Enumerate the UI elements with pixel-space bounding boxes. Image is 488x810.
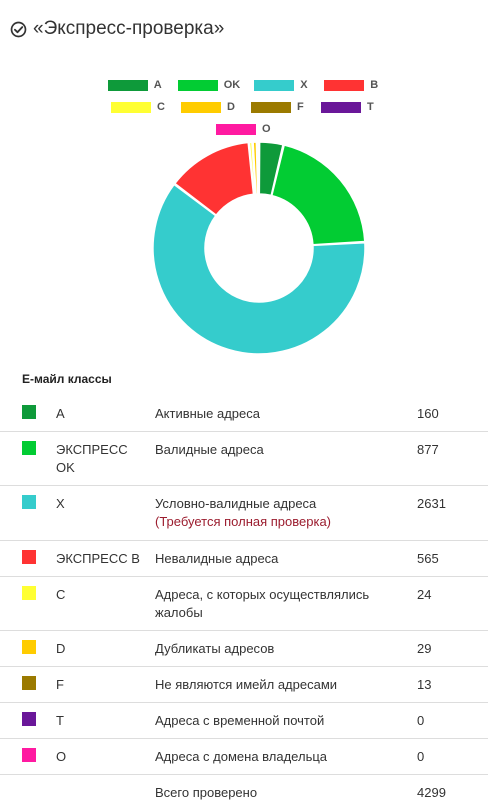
class-description: Не являются имейл адресами	[155, 676, 395, 694]
class-count: 0	[417, 713, 425, 728]
class-color-swatch	[22, 712, 36, 726]
legend-label: X	[300, 79, 308, 91]
class-count: 2631	[417, 496, 446, 511]
legend-swatch	[107, 79, 148, 91]
legend-item[interactable]: OK	[177, 79, 241, 91]
class-count: 877	[417, 442, 439, 457]
total-row: Всего проверено 4299	[0, 774, 488, 810]
legend-label: OK	[223, 79, 241, 91]
legend-item[interactable]: C	[111, 101, 167, 113]
class-note: (Требуется полная проверка)	[155, 514, 332, 529]
legend-label: O	[262, 123, 271, 135]
legend-swatch	[181, 101, 221, 113]
class-count: 24	[417, 587, 432, 602]
legend-row: A OK X B	[0, 74, 488, 96]
legend-swatch	[177, 79, 218, 91]
table-title: E-майл классы	[22, 372, 112, 386]
legend-swatch	[321, 101, 361, 113]
donut-slice-b[interactable]	[173, 141, 255, 217]
legend-item[interactable]: T	[321, 101, 377, 113]
donut-slice-f[interactable]	[256, 141, 260, 195]
class-count: 160	[417, 406, 439, 421]
class-description-text: Условно-валидные адреса	[155, 496, 317, 511]
legend-label: A	[153, 79, 162, 91]
class-count: 29	[417, 641, 432, 656]
class-description: Адреса с временной почтой	[155, 712, 395, 730]
legend-item[interactable]: O	[216, 123, 272, 135]
class-color-swatch	[22, 405, 36, 419]
legend-item[interactable]: D	[181, 101, 237, 113]
class-color-swatch	[22, 586, 36, 600]
class-color-swatch	[22, 495, 36, 509]
class-color-swatch	[22, 676, 36, 690]
total-count: 4299	[417, 785, 446, 800]
donut-slice-x[interactable]	[152, 183, 366, 355]
class-description: Валидные адреса	[155, 441, 395, 459]
section-header: «Экспресс-проверка»	[10, 18, 224, 40]
class-description-text: Не являются имейл адресами	[155, 677, 338, 692]
class-code: ЭКСПРЕСС OK	[56, 442, 128, 475]
table-row: F Не являются имейл адресами 13	[0, 666, 488, 702]
class-count: 13	[417, 677, 432, 692]
class-description-text: Невалидные адреса	[155, 551, 279, 566]
class-code: T	[56, 713, 64, 728]
class-code: O	[56, 749, 67, 764]
table-row: ЭКСПРЕСС OK Валидные адреса 877	[0, 431, 488, 485]
table-row: A Активные адреса 160	[0, 396, 488, 431]
class-description-text: Адреса с домена владельца	[155, 749, 328, 764]
table-row: ЭКСПРЕСС B Невалидные адреса 565	[0, 540, 488, 576]
legend-swatch	[254, 79, 295, 91]
class-description-text: Валидные адреса	[155, 442, 264, 457]
donut-chart	[152, 141, 366, 355]
legend-swatch	[216, 123, 256, 135]
legend-row: O	[0, 118, 488, 140]
class-color-swatch	[22, 748, 36, 762]
legend-label: B	[370, 79, 379, 91]
class-code: X	[56, 496, 65, 511]
class-description: Невалидные адреса	[155, 550, 395, 568]
table-row: X Условно-валидные адреса (Требуется полна…	[0, 485, 488, 540]
class-color-swatch	[22, 550, 36, 564]
legend-label: F	[297, 101, 304, 113]
class-description-text: Адреса, с которых осуществлялись жалобы	[155, 587, 370, 620]
legend-swatch	[251, 101, 291, 113]
class-description: Активные адреса	[155, 405, 395, 423]
table-row: D Дубликаты адресов 29	[0, 630, 488, 666]
class-description: Адреса с домена владельца	[155, 748, 395, 766]
class-description: Дубликаты адресов	[155, 640, 395, 658]
chart-legend: A OK X B C D F T O	[0, 74, 488, 140]
class-code: F	[56, 677, 64, 692]
legend-swatch	[324, 79, 365, 91]
table-row: O Адреса с домена владельца 0	[0, 738, 488, 774]
legend-label: C	[157, 101, 165, 113]
class-code: C	[56, 587, 66, 602]
class-description-text: Адреса с временной почтой	[155, 713, 325, 728]
legend-item[interactable]: B	[324, 79, 380, 91]
legend-item[interactable]: X	[254, 79, 310, 91]
class-description: Адреса, с которых осуществлялись жалобы	[155, 586, 395, 622]
donut-slice-ok[interactable]	[270, 144, 366, 246]
email-classes-table: A Активные адреса 160 ЭКСПРЕСС OK Валидные а…	[0, 396, 488, 810]
class-count: 0	[417, 749, 425, 764]
page-title: «Экспресс-проверка»	[33, 18, 225, 39]
legend-label: D	[227, 101, 235, 113]
class-description-text: Активные адреса	[155, 406, 260, 421]
class-color-swatch	[22, 640, 36, 654]
class-description: Условно-валидные адреса (Требуется полная…	[155, 495, 395, 531]
total-label: Всего проверено	[155, 785, 258, 800]
table-row: T Адреса с временной почтой 0	[0, 702, 488, 738]
class-code: A	[56, 406, 65, 421]
legend-item[interactable]: F	[251, 101, 307, 113]
check-circle-icon	[10, 21, 27, 37]
table-row: C Адреса, с которых осуществлялись жалобы…	[0, 576, 488, 630]
class-count: 565	[417, 551, 439, 566]
class-description-text: Дубликаты адресов	[155, 641, 275, 656]
class-code: ЭКСПРЕСС B	[56, 551, 140, 566]
class-code: D	[56, 641, 66, 656]
class-color-swatch	[22, 441, 36, 455]
legend-swatch	[111, 101, 151, 113]
legend-item[interactable]: A	[107, 79, 164, 91]
legend-label: T	[367, 101, 374, 113]
